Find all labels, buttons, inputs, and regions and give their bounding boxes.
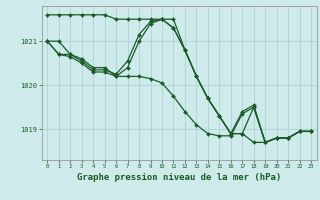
X-axis label: Graphe pression niveau de la mer (hPa): Graphe pression niveau de la mer (hPa) [77, 173, 281, 182]
